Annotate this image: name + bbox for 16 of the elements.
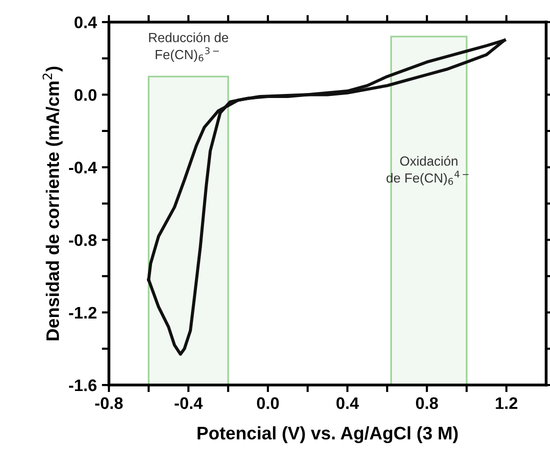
y-tick-label: -1.2 [69,306,96,318]
band-label: Reducción de Fe(CN)$_{6}$$^{3−}$ [149,32,228,62]
x-axis-title: Potencial (V) vs. Ag/AgCl (3 M) [198,426,458,444]
x-tick-label: -0.8 [95,397,123,410]
y-tick-label: -1.6 [69,379,96,392]
y-tick-label: 0.0 [74,89,96,101]
band-label: Oxidación de Fe(CN)$_{6}$$^{4−}$ [386,156,469,186]
x-tick-label: -0.4 [174,397,203,410]
y-tick-label: -0.8 [69,234,97,246]
y-tick-label: -0.4 [69,162,98,174]
y-axis-title: Densidad de corriente (mA/cm$^{2}$) [42,66,63,340]
x-tick-label: 1.2 [496,397,518,409]
x-tick-label: 0.0 [256,397,279,410]
x-tick-label: 0.4 [336,397,359,410]
y-tick-label: 0.4 [74,16,98,28]
x-tick-label: 0.8 [416,397,438,410]
